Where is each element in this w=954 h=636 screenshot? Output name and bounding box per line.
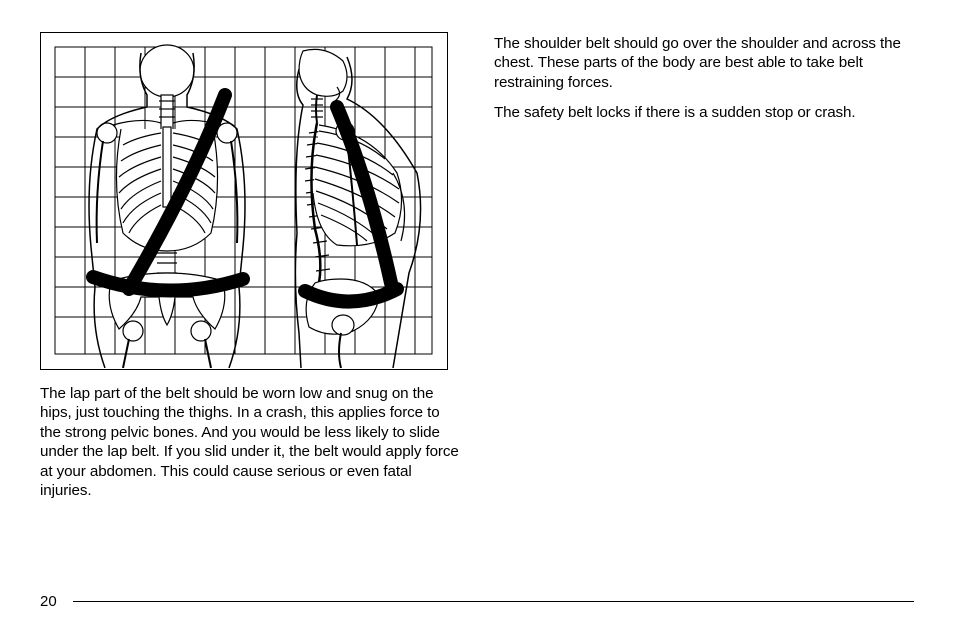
belt-lock-paragraph: The safety belt locks if there is a sudd… bbox=[494, 103, 914, 122]
page: The lap part of the belt should be worn … bbox=[0, 0, 954, 636]
lap-belt-paragraph: The lap part of the belt should be worn … bbox=[40, 384, 460, 501]
right-column: The shoulder belt should go over the sho… bbox=[494, 32, 914, 512]
footer-rule bbox=[73, 601, 914, 603]
seatbelt-diagram bbox=[40, 32, 448, 370]
skeleton-seatbelt-svg bbox=[41, 33, 446, 368]
left-column: The lap part of the belt should be worn … bbox=[40, 32, 460, 512]
page-footer: 20 bbox=[40, 593, 914, 610]
page-number: 20 bbox=[40, 593, 57, 610]
shoulder-belt-paragraph: The shoulder belt should go over the sho… bbox=[494, 34, 914, 92]
two-column-layout: The lap part of the belt should be worn … bbox=[40, 32, 914, 512]
